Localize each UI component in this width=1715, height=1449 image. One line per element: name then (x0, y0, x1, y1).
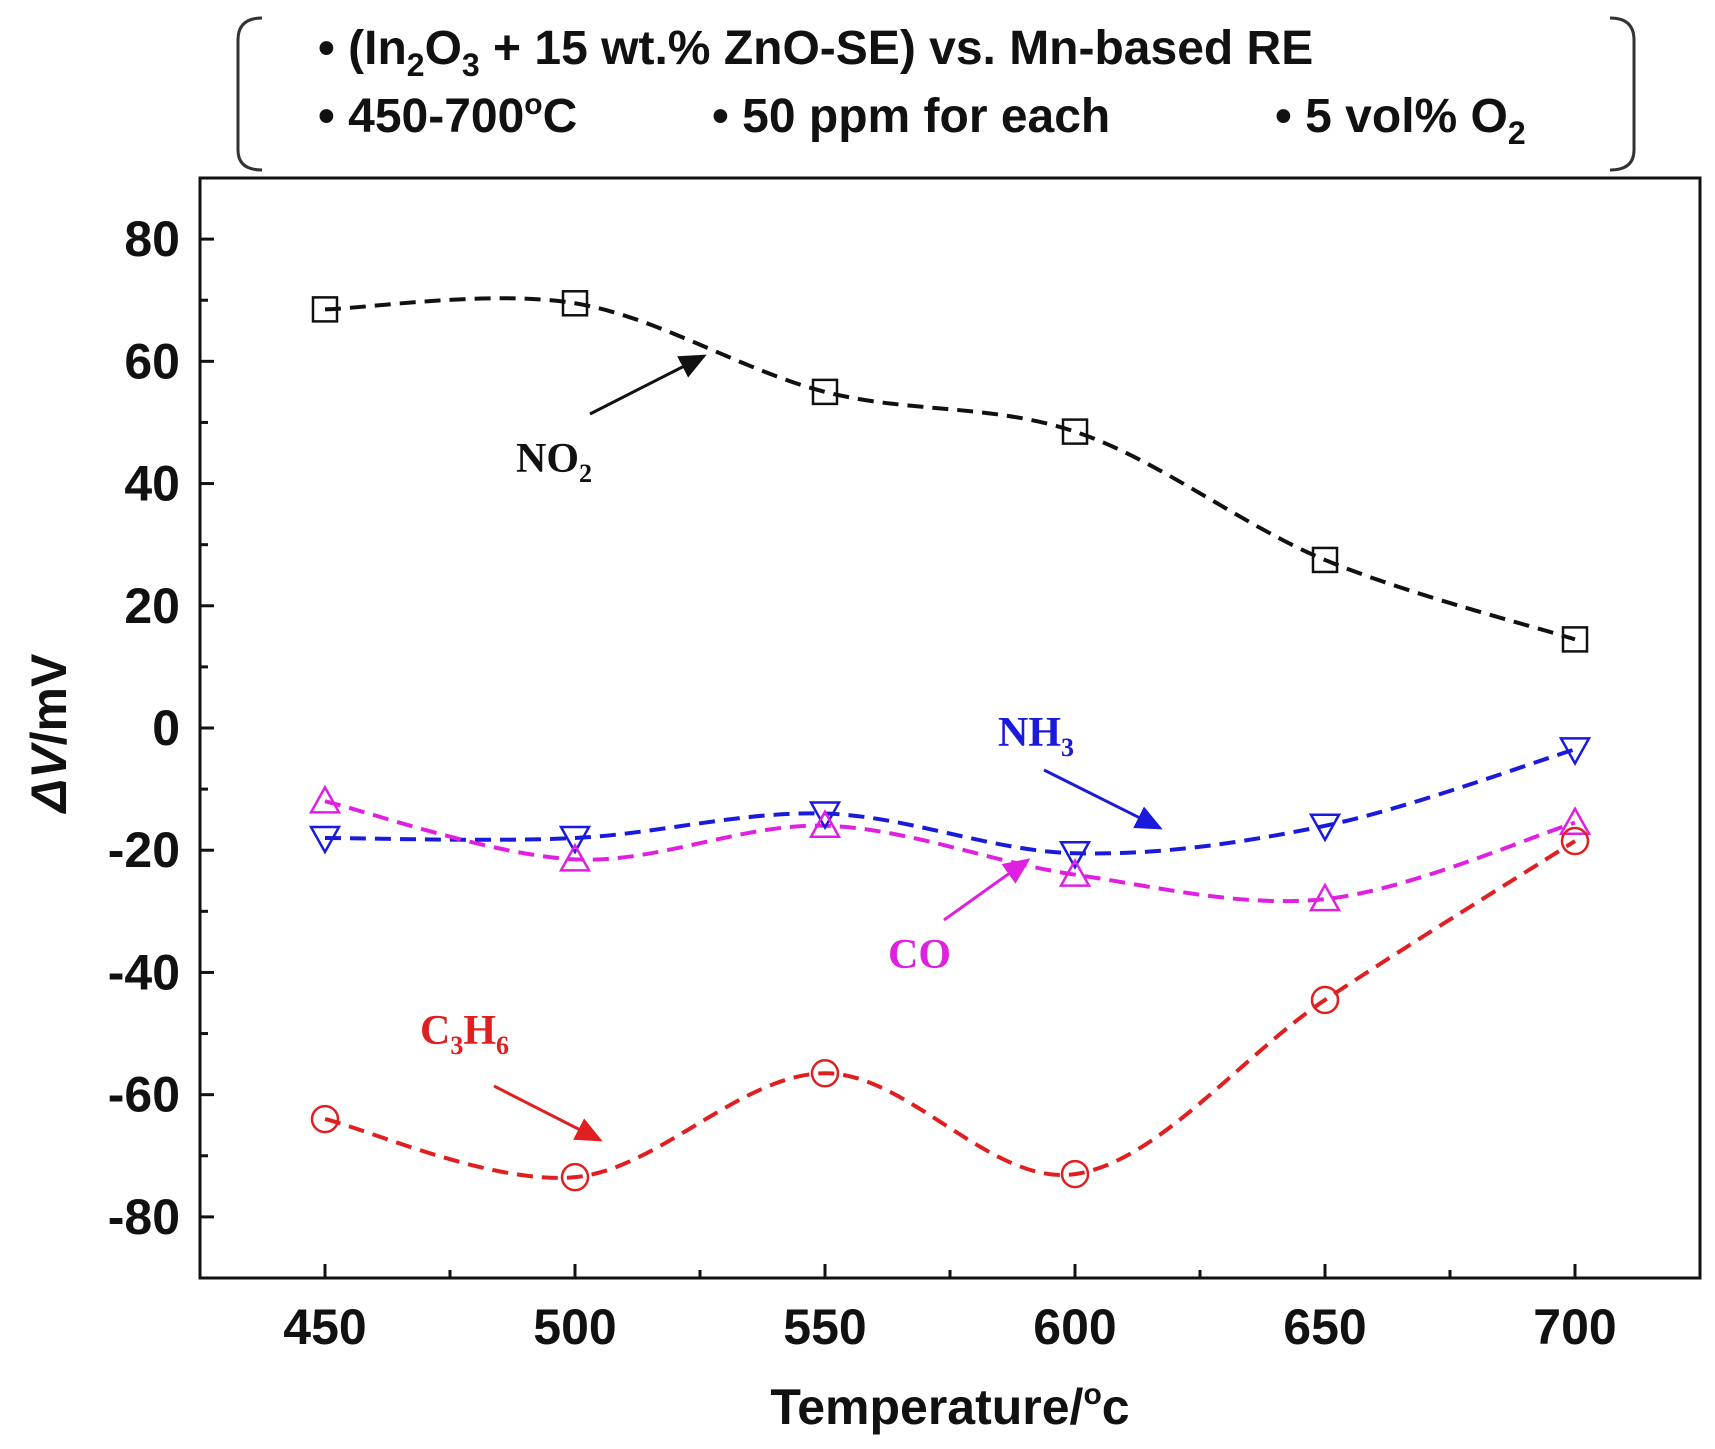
data-point (811, 378, 839, 406)
y-tick-label: -80 (108, 1189, 180, 1245)
header-concentration: • 50 ppm for each (712, 90, 1110, 143)
data-point (1558, 806, 1592, 835)
data-point (311, 296, 339, 323)
data-point (310, 1104, 340, 1134)
data-point (308, 825, 342, 855)
data-point (1058, 841, 1092, 870)
annotation-nh3: NH3 (998, 710, 1163, 830)
header-right-bracket (1609, 16, 1636, 172)
series-line (324, 839, 1577, 1180)
series-line (324, 296, 1576, 642)
data-point (810, 1059, 840, 1088)
data-point (1310, 985, 1340, 1015)
annotation-c3h6-label: C3H6 (420, 1008, 509, 1060)
header-temperature-range: • 450-700oC (318, 88, 577, 143)
data-point (1561, 626, 1589, 653)
annotation-no2-arrow (589, 354, 707, 416)
data-point (1308, 813, 1342, 843)
y-tick-label: -40 (108, 944, 180, 1000)
data-point (1558, 737, 1592, 766)
data-point (558, 825, 592, 855)
y-axis-title: ΔV/mV (21, 653, 77, 814)
y-tick-label: 0 (152, 700, 180, 756)
y-tick-label: -60 (108, 1067, 180, 1123)
x-tick-label: 450 (283, 1299, 366, 1355)
header-line-1: • (In2O3 + 15 wt.% ZnO-SE) vs. Mn-based … (318, 22, 1313, 83)
y-tick-label: 20 (124, 578, 180, 634)
data-point (560, 1162, 590, 1192)
markers (308, 290, 1592, 1192)
y-tick-label: -20 (108, 822, 180, 878)
x-tick-label: 650 (1283, 1299, 1366, 1355)
annotation-co-label: CO (888, 932, 951, 978)
plot-frame (198, 176, 1702, 1280)
data-point (1061, 418, 1089, 445)
x-tick-label: 500 (533, 1299, 616, 1355)
data-point (561, 290, 589, 317)
annotation-no2: NO2 (516, 354, 707, 488)
series-line (324, 747, 1576, 856)
curves (324, 296, 1577, 1180)
x-tick-label: 550 (783, 1299, 866, 1355)
data-point (1308, 882, 1342, 912)
annotation-nh3-arrow (1043, 768, 1163, 830)
data-point (1060, 1159, 1090, 1189)
axes: 450 500 550 600 650 700 80 60 40 20 0 -20 -40 -60 -80 (108, 211, 1617, 1355)
header-oxygen: • 5 vol% O2 (1275, 90, 1526, 151)
annotation-co: CO (888, 858, 1031, 978)
data-point (1058, 858, 1092, 887)
data-point (1311, 546, 1339, 574)
series-line (324, 799, 1576, 904)
y-tick-label: 60 (124, 333, 180, 389)
header-box: • (In2O3 + 15 wt.% ZnO-SE) vs. Mn-based … (236, 16, 1636, 172)
annotation-co-arrow (943, 858, 1031, 922)
data-point (1560, 826, 1590, 856)
data-point (808, 809, 842, 839)
y-tick-label: 80 (124, 211, 180, 267)
x-tick-label: 600 (1033, 1299, 1116, 1355)
x-tick-label: 700 (1533, 1299, 1616, 1355)
annotation-c3h6: C3H6 (420, 1008, 603, 1142)
header-left-bracket (236, 16, 263, 172)
annotation-nh3-label: NH3 (998, 710, 1074, 762)
data-point (558, 842, 592, 872)
data-point (308, 784, 342, 814)
data-point (808, 801, 842, 831)
annotation-c3h6-arrow (493, 1084, 603, 1142)
annotation-no2-label: NO2 (516, 436, 592, 488)
x-axis-title: Temperature/oc (770, 1378, 1129, 1435)
y-tick-label: 40 (124, 456, 180, 512)
